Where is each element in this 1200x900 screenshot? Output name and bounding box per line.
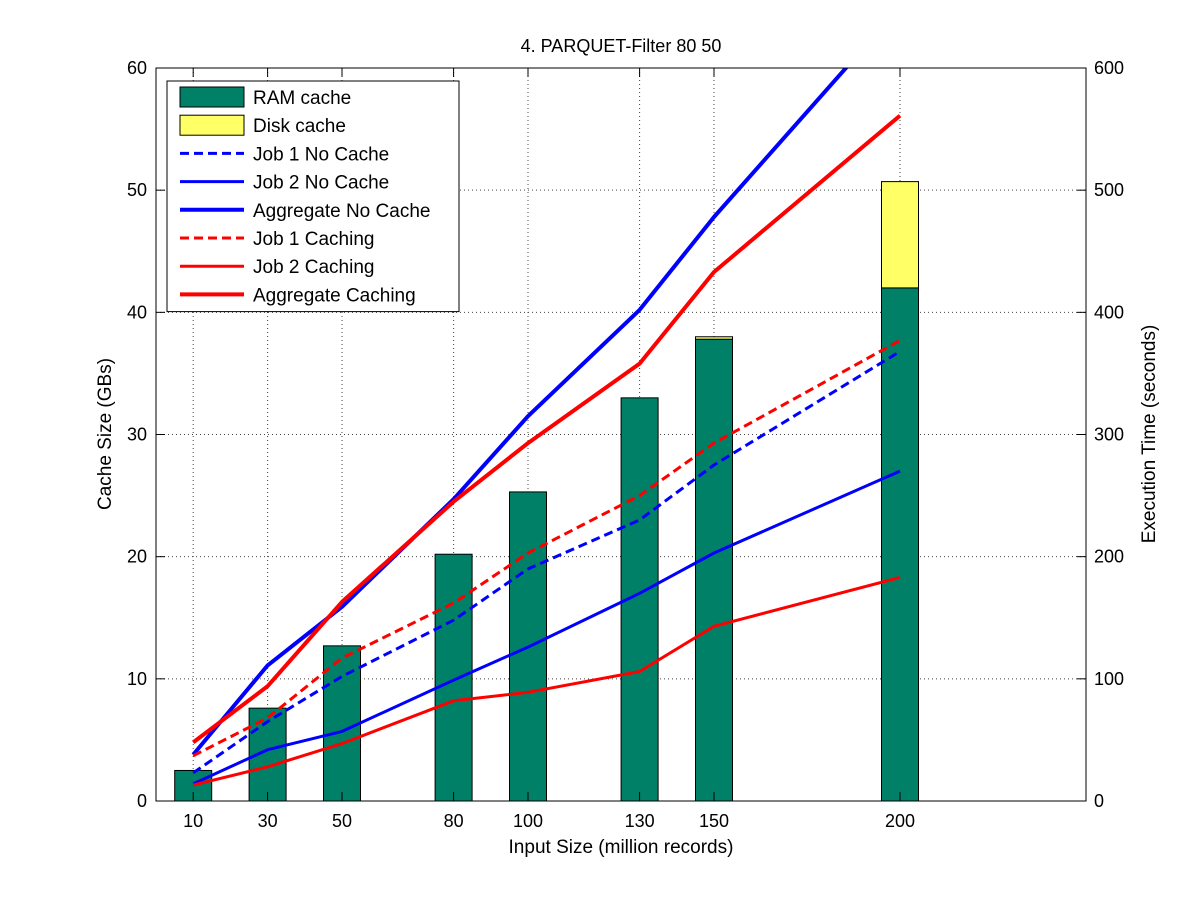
y-right-tick-label: 0 [1094, 791, 1104, 811]
y-left-tick-label: 20 [127, 547, 147, 567]
bars [174, 181, 919, 801]
y-left-tick-label: 0 [137, 791, 147, 811]
y-right-tick-label: 200 [1094, 547, 1124, 567]
bar-disk-200 [881, 181, 919, 289]
bar-disk-150 [695, 336, 733, 340]
legend-label: RAM cache [253, 88, 351, 109]
y-right-tick-label: 100 [1094, 669, 1124, 689]
y-left-tick-label: 60 [127, 58, 147, 78]
line-series-0 [192, 350, 901, 775]
chart-title: 4. PARQUET-Filter 80 50 [521, 36, 722, 56]
x-tick-label: 80 [444, 811, 464, 831]
bar-ram-80 [434, 553, 473, 801]
legend-label: Disk cache [253, 116, 346, 137]
y-right-tick-label: 600 [1094, 58, 1124, 78]
lines [191, 68, 902, 787]
bar-ram-200 [881, 287, 919, 801]
x-tick-label: 150 [699, 811, 729, 831]
x-tick-label: 10 [183, 811, 203, 831]
x-tick-label: 50 [332, 811, 352, 831]
x-tick-label: 130 [625, 811, 655, 831]
legend-label: Aggregate Caching [253, 285, 416, 306]
legend-label: Job 2 No Cache [253, 173, 389, 194]
legend: RAM cache Disk cache Job 1 No Cache Job 2 N… [166, 80, 460, 313]
x-axis-label: Input Size (million records) [509, 837, 734, 858]
line-series-2 [191, 68, 849, 756]
y-right-tick-label: 500 [1094, 180, 1124, 200]
line-series-3 [192, 339, 901, 758]
bar-ram-150 [695, 338, 733, 801]
y-axis-label-left: Cache Size (GBs) [95, 358, 116, 510]
line-series-5 [191, 114, 902, 744]
legend-swatch [179, 114, 245, 136]
legend-label: Aggregate No Cache [253, 201, 430, 222]
y-left-tick-label: 50 [127, 180, 147, 200]
y-left-tick-label: 10 [127, 669, 147, 689]
line-series-1 [192, 469, 901, 786]
legend-label: Job 1 No Cache [253, 144, 389, 165]
x-tick-label: 100 [513, 811, 543, 831]
ticks: 10 30 50 80 100 130 150 20001020304050600100200… [127, 58, 1124, 831]
x-tick-label: 200 [885, 811, 915, 831]
legend-label: Job 1 Caching [253, 229, 374, 250]
y-right-tick-label: 400 [1094, 302, 1124, 322]
y-left-tick-label: 40 [127, 302, 147, 322]
legend-label: Job 2 Caching [253, 257, 374, 278]
line-series-4 [192, 575, 901, 787]
y-axis-label-right: Execution Time (seconds) [1139, 325, 1160, 544]
y-right-tick-label: 300 [1094, 425, 1124, 445]
legend-swatch [179, 86, 245, 108]
y-left-tick-label: 30 [127, 425, 147, 445]
x-tick-label: 30 [258, 811, 278, 831]
